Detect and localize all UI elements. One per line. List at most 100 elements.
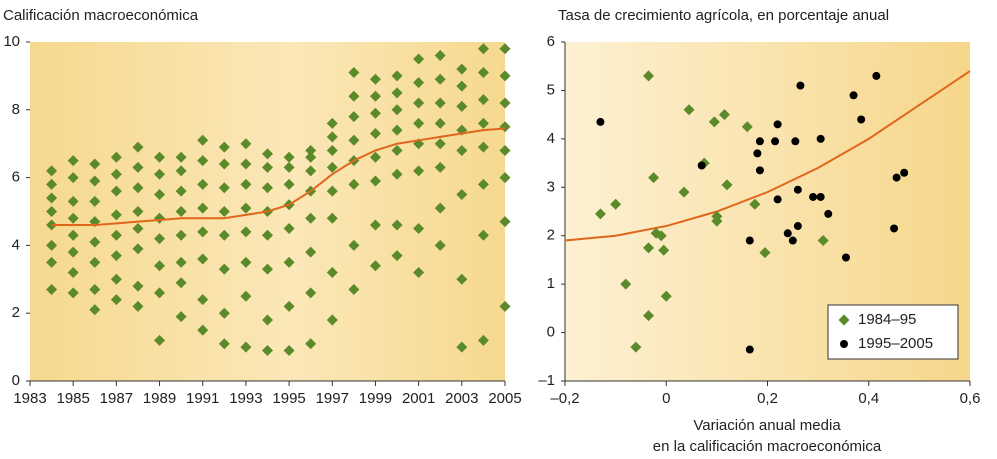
point xyxy=(218,141,230,153)
point xyxy=(283,178,295,190)
point xyxy=(620,278,632,290)
point xyxy=(175,311,187,323)
point xyxy=(796,81,805,90)
point xyxy=(369,90,381,102)
point xyxy=(456,80,468,92)
point xyxy=(175,151,187,163)
point xyxy=(391,250,403,262)
point xyxy=(132,243,144,255)
point xyxy=(655,230,667,242)
point xyxy=(434,50,446,62)
point xyxy=(610,198,622,210)
x-axis-label: Variación anual media xyxy=(693,417,841,434)
point xyxy=(132,161,144,173)
point xyxy=(753,149,762,158)
point xyxy=(890,224,899,233)
point xyxy=(759,247,771,259)
point xyxy=(477,229,489,241)
point xyxy=(132,300,144,312)
point xyxy=(369,260,381,272)
chart-title: Calificación macroeconómica xyxy=(3,7,199,24)
point xyxy=(46,192,58,204)
point xyxy=(305,246,317,258)
point xyxy=(110,209,122,221)
point xyxy=(240,178,252,190)
point xyxy=(283,161,295,173)
point xyxy=(658,244,670,256)
point xyxy=(413,77,425,89)
point xyxy=(67,287,79,299)
point xyxy=(749,198,761,210)
point xyxy=(240,226,252,238)
point xyxy=(326,131,338,143)
point xyxy=(456,63,468,75)
point xyxy=(348,178,360,190)
point xyxy=(110,151,122,163)
point xyxy=(154,260,166,272)
y-tick-label: 8 xyxy=(12,101,20,118)
x-tick-label: 2003 xyxy=(445,390,478,407)
point xyxy=(683,104,695,116)
point xyxy=(262,161,273,173)
point xyxy=(326,267,338,279)
point xyxy=(175,229,187,241)
point xyxy=(218,263,230,275)
point xyxy=(788,236,797,245)
y-tick-label: 0 xyxy=(12,372,20,389)
point xyxy=(824,209,833,218)
point xyxy=(110,273,122,285)
point xyxy=(456,144,468,156)
point xyxy=(46,206,58,217)
y-tick-label: 4 xyxy=(12,236,20,253)
x-tick-label: 2001 xyxy=(402,390,435,407)
point xyxy=(773,195,782,204)
point xyxy=(67,246,79,258)
point xyxy=(773,120,782,129)
point xyxy=(840,340,848,348)
point xyxy=(816,134,825,143)
point xyxy=(89,304,101,316)
y-tick-label: 0 xyxy=(547,324,555,341)
point xyxy=(499,70,511,82)
point xyxy=(755,137,764,146)
point xyxy=(697,161,706,170)
y-tick-label: 6 xyxy=(12,169,20,186)
point xyxy=(197,324,209,336)
point xyxy=(67,229,79,241)
x-tick-label: 2005 xyxy=(488,390,521,407)
point xyxy=(67,155,79,167)
point xyxy=(197,253,209,265)
trend-line xyxy=(564,70,971,242)
point xyxy=(718,109,730,121)
point xyxy=(283,256,295,268)
point xyxy=(110,185,122,197)
point xyxy=(771,137,780,146)
point xyxy=(596,117,605,126)
point xyxy=(499,172,511,184)
point xyxy=(369,128,381,140)
point xyxy=(132,222,144,234)
point xyxy=(110,229,122,241)
point xyxy=(89,175,101,187)
point xyxy=(892,173,901,182)
point xyxy=(197,226,209,238)
point xyxy=(154,233,166,245)
point xyxy=(110,294,122,306)
point xyxy=(745,345,754,354)
point xyxy=(643,70,655,82)
point xyxy=(391,87,403,99)
y-tick-label: 10 xyxy=(3,33,20,50)
y-tick-label: 2 xyxy=(12,304,20,321)
point xyxy=(391,124,403,136)
point xyxy=(434,161,446,173)
point xyxy=(348,134,360,146)
point xyxy=(154,189,166,201)
x-tick-label: 1999 xyxy=(359,390,392,407)
point xyxy=(413,117,425,129)
point xyxy=(326,314,338,326)
point xyxy=(456,341,468,353)
point xyxy=(132,141,144,153)
point xyxy=(872,71,881,80)
point xyxy=(816,192,825,201)
